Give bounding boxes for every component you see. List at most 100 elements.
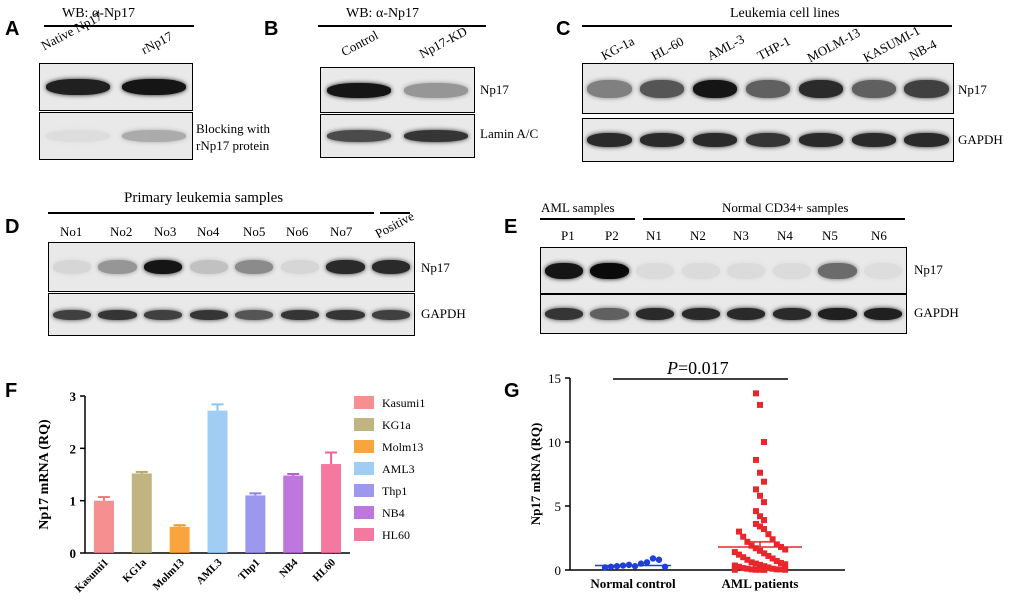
c1-lane-3	[689, 64, 742, 113]
data-point	[773, 566, 780, 573]
d1-lane-2	[95, 243, 141, 291]
d1-lane-1	[49, 243, 95, 291]
panel-b-blot-np17	[320, 67, 475, 113]
c1-band	[745, 79, 791, 98]
panel-d-lane-7: No7	[330, 224, 353, 239]
panel-b-header: WB: α-Np17	[346, 6, 420, 21]
e1-lane-2	[587, 248, 633, 293]
e1-lane-1	[541, 248, 587, 293]
e2-band	[818, 308, 857, 320]
c2-lane-3	[689, 119, 742, 161]
b1-band	[403, 82, 468, 98]
legend-swatch	[354, 418, 374, 431]
c1-lane-1	[583, 64, 636, 113]
p-value: P=0.017	[667, 358, 729, 379]
data-point	[761, 499, 767, 506]
c2-band	[692, 133, 738, 147]
d1-band	[189, 260, 228, 274]
data-point	[765, 531, 772, 538]
data-point	[753, 390, 759, 397]
a2-lane-2	[116, 113, 192, 159]
d2-band	[143, 309, 183, 320]
scatter-chart: 0 5 10 15 Np17 mRNA (RQ) Normal control AML pa…	[528, 371, 845, 591]
d1-lane-6	[277, 243, 323, 291]
e2-lane-4	[678, 295, 724, 333]
c1-band	[798, 79, 844, 98]
legend-swatch	[354, 528, 374, 541]
b1-lane-1	[321, 68, 398, 112]
c2-lane-6	[847, 119, 900, 161]
legend-swatch	[354, 396, 374, 409]
c1-lane-4	[742, 64, 795, 113]
d2-lane-6	[277, 294, 323, 335]
data-point	[643, 559, 651, 566]
data-point	[761, 526, 767, 533]
c2-lane-5	[794, 119, 847, 161]
c2-lane-4	[742, 119, 795, 161]
d1-lane-5	[232, 243, 278, 291]
d2-lane-1	[49, 294, 95, 335]
panel-e-label: E	[504, 216, 518, 238]
x-tick-label: AML patients	[722, 576, 799, 591]
e2-band	[635, 308, 675, 320]
legend-label: HL60	[382, 528, 410, 542]
panel-g-label: G	[504, 380, 520, 402]
y-tick-label: 2	[70, 441, 77, 456]
panel-c-lane-3: AML-3	[704, 31, 747, 64]
data-point	[753, 520, 759, 527]
d1-band	[143, 260, 183, 274]
x-tick-label: KG1a	[121, 556, 150, 585]
data-point	[773, 541, 780, 548]
data-point	[740, 554, 747, 561]
data-point	[748, 566, 755, 573]
legend-swatch	[354, 484, 374, 497]
panel-e-lane-3: N1	[646, 228, 662, 243]
data-point	[757, 523, 763, 530]
panel-d-header: Primary leukemia samples	[124, 190, 284, 206]
data-point	[736, 563, 742, 570]
e1-lane-3	[632, 248, 678, 293]
e2-band	[727, 308, 766, 320]
data-point	[757, 566, 763, 573]
panel-a-lane-2: rNp17	[138, 28, 175, 58]
x-tick-label: NB4	[277, 556, 301, 580]
c2-lane-1	[583, 119, 636, 161]
data-point	[661, 563, 669, 570]
panel-e-lane-6: N4	[777, 228, 793, 243]
e2-lane-8	[860, 295, 906, 333]
y-tick-label: 0	[555, 563, 562, 578]
d2-lane-8	[368, 294, 414, 335]
c2-band	[745, 133, 791, 147]
legend-label: KG1a	[382, 418, 411, 432]
x-tick-label: Molm13	[151, 556, 187, 592]
panel-c-lane-1: KG-1a	[598, 33, 637, 64]
e2-lane-3	[632, 295, 678, 333]
c1-band	[587, 79, 632, 98]
e1-band	[590, 262, 629, 279]
data-point	[649, 555, 657, 562]
legend-label: Molm13	[382, 440, 423, 454]
e2-lane-1	[541, 295, 587, 333]
panel-e-group1-line	[540, 218, 635, 220]
d1-band	[98, 260, 137, 274]
panel-e-group2-line	[643, 218, 905, 220]
e2-band	[681, 308, 720, 320]
bar	[245, 495, 266, 553]
e1-lane-5	[724, 248, 770, 293]
bar	[93, 500, 114, 553]
panel-c-blot-np17	[582, 63, 954, 114]
e2-band	[864, 308, 903, 320]
e1-lane-7	[815, 248, 861, 293]
panel-c-row2-label: GAPDH	[958, 132, 1003, 147]
data-point	[761, 563, 768, 570]
panel-a-side-label-1: Blocking with	[196, 121, 271, 136]
data-point	[773, 558, 780, 565]
d1-band	[52, 260, 91, 274]
e2-band	[590, 308, 629, 320]
panel-b-header-line	[318, 25, 486, 27]
panel-d-positive-line	[380, 212, 410, 214]
panel-d-lane-3: No3	[154, 224, 177, 239]
panel-e-lane-2: P2	[605, 228, 619, 243]
bar-chart: 0 1 2 3 Np17 mRNA (RQ) Kasumi1 KG1a Molm13 AML3 T…	[37, 389, 350, 595]
data-point	[757, 547, 763, 554]
